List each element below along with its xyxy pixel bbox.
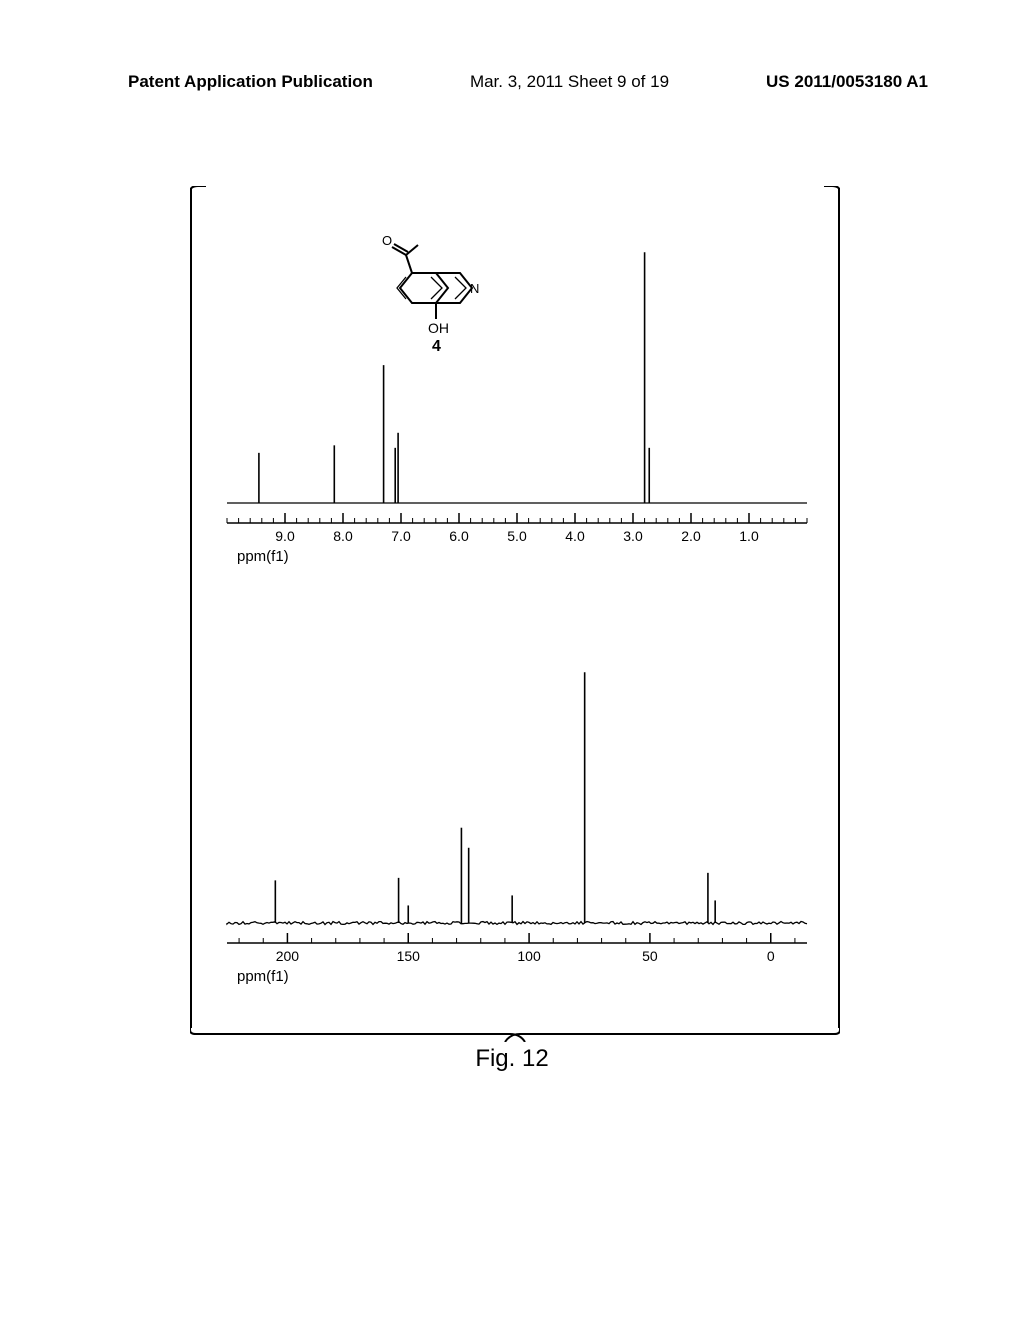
svg-text:4.0: 4.0 (565, 528, 585, 544)
svg-text:150: 150 (397, 948, 421, 964)
svg-text:0: 0 (767, 948, 775, 964)
svg-text:8.0: 8.0 (333, 528, 353, 544)
svg-text:2.0: 2.0 (681, 528, 701, 544)
svg-text:ppm(f1): ppm(f1) (237, 968, 289, 985)
svg-text:6.0: 6.0 (449, 528, 469, 544)
bracket-top-right (824, 186, 840, 210)
bracket-top-left (190, 186, 206, 210)
header-date-sheet: Mar. 3, 2011 Sheet 9 of 19 (470, 72, 669, 92)
figure-caption: Fig. 12 (0, 1045, 1024, 1073)
spectrum-13c-panel: 200 150 100 50 0 ppm(f1) (222, 618, 812, 998)
svg-text:100: 100 (517, 948, 541, 964)
figure-12-container: N O OH 4 9.08.07.06.05.04.03.02.01.0ppm(… (190, 188, 840, 1028)
curly-brace-bottom-left (190, 1022, 530, 1042)
svg-text:1.0: 1.0 (739, 528, 759, 544)
header-publication-type: Patent Application Publication (128, 72, 373, 92)
svg-text:5.0: 5.0 (507, 528, 527, 544)
spectrum-13c-plot: 200 150 100 50 0 ppm(f1) (222, 618, 812, 998)
page-header: Patent Application Publication Mar. 3, 2… (0, 72, 1024, 92)
spectrum-1h-panel: N O OH 4 9.08.07.06.05.04.03.02.01.0ppm(… (222, 198, 812, 578)
curly-brace-bottom-right (500, 1022, 840, 1042)
svg-text:50: 50 (642, 948, 658, 964)
svg-text:3.0: 3.0 (623, 528, 643, 544)
svg-text:7.0: 7.0 (391, 528, 411, 544)
svg-text:200: 200 (276, 948, 300, 964)
svg-text:ppm(f1): ppm(f1) (237, 548, 289, 565)
header-publication-number: US 2011/0053180 A1 (766, 72, 928, 92)
svg-text:9.0: 9.0 (275, 528, 295, 544)
spectrum-1h-plot: 9.0 8.0 7.0 6.0 5.0 4.0 3.0 2.0 1.0 ppm(f1) (222, 198, 812, 578)
